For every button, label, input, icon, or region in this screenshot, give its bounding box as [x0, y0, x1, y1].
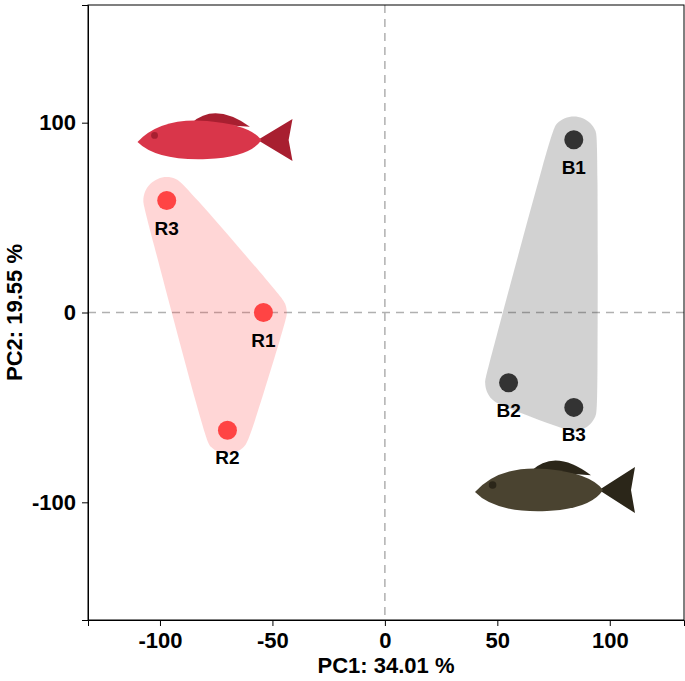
x-axis-title: PC1: 34.01 % [318, 653, 455, 678]
fish-icon [138, 113, 293, 161]
tick: 0 [379, 620, 391, 653]
vline [384, 5, 386, 620]
tick-mark [497, 620, 498, 626]
point [254, 303, 273, 322]
point [564, 130, 583, 149]
fish-eye [489, 481, 497, 489]
y-axis-title: PC2: 19.55 % [2, 244, 27, 381]
tick-mark [385, 620, 386, 626]
reference-lines [88, 5, 684, 620]
tick-label: 100 [592, 628, 629, 653]
tick-label: 100 [39, 110, 76, 135]
tick-label: 0 [379, 628, 391, 653]
point-label: B1 [562, 157, 587, 178]
plot-frame [88, 5, 684, 620]
point [218, 421, 237, 440]
point-label: B2 [496, 400, 520, 421]
point-label: R2 [215, 447, 239, 468]
x-axis: -100 -50 0 50 100 [89, 620, 685, 653]
tick-mark [272, 620, 273, 626]
data-marks [143, 116, 597, 453]
point-label: B3 [562, 424, 586, 445]
point-label: R1 [251, 330, 276, 351]
tick: -100 [138, 620, 182, 653]
point [157, 191, 176, 210]
fish-tail [258, 119, 293, 161]
point-labels: R1 R2 R3 B1 B2 B3 [155, 157, 587, 468]
tick: -100 [32, 490, 88, 515]
fish-tail [599, 467, 635, 513]
tick-mark [610, 620, 611, 626]
tick-mark [160, 620, 161, 626]
axis-line [82, 6, 89, 621]
fish-body [475, 468, 603, 511]
tick: 100 [39, 110, 88, 135]
tick: -50 [257, 620, 289, 653]
tick: 50 [486, 620, 510, 653]
point [564, 398, 583, 417]
point-label: R3 [155, 218, 179, 239]
tick-mark [82, 123, 88, 124]
chart: R1 R2 R3 B1 B2 B3 -100 -50 0 50 100 -100 0 100 PC1: 34… [0, 0, 685, 681]
tick-label: -100 [138, 628, 182, 653]
point [499, 373, 518, 392]
tick-mark [82, 502, 88, 503]
axis-line [89, 621, 685, 627]
tick-label: 50 [486, 628, 510, 653]
fish-body [138, 120, 262, 159]
tick-label: -50 [257, 628, 289, 653]
tick: 100 [592, 620, 629, 653]
y-axis: -100 0 100 [32, 6, 89, 621]
group-hull [485, 116, 598, 430]
tick-label: 0 [64, 300, 76, 325]
group-hull [143, 177, 286, 453]
fish-icon [475, 461, 635, 514]
tick-mark [82, 313, 88, 314]
tick-label: -100 [32, 490, 76, 515]
fish-eye [151, 132, 158, 139]
plot-area: R1 R2 R3 B1 B2 B3 -100 -50 0 50 100 -100 0 100 [32, 5, 685, 653]
tick: 0 [64, 300, 88, 325]
